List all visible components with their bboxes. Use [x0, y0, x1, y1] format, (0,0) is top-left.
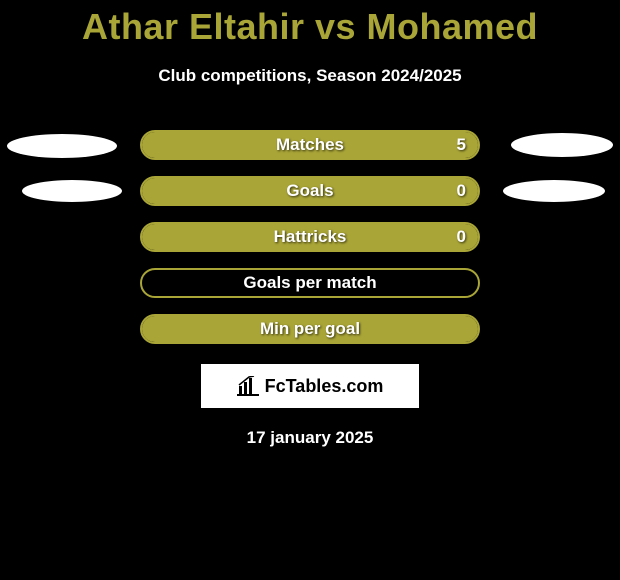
stat-label: Goals per match: [142, 270, 478, 296]
stat-label: Matches: [142, 132, 478, 158]
stat-bar: Min per goal: [140, 314, 480, 344]
stats-area: Matches 5 Goals 0 Hattricks 0 Goals per …: [0, 130, 620, 344]
page-title: Athar Eltahir vs Mohamed: [0, 0, 620, 48]
stat-row: Min per goal: [0, 314, 620, 344]
stat-value-right: 5: [457, 132, 466, 158]
stat-label: Goals: [142, 178, 478, 204]
date-text: 17 january 2025: [0, 428, 620, 448]
stat-bar: Hattricks 0: [140, 222, 480, 252]
stat-value-right: 0: [457, 224, 466, 250]
stat-row: Hattricks 0: [0, 222, 620, 252]
stat-value-right: 0: [457, 178, 466, 204]
stat-bar: Goals 0: [140, 176, 480, 206]
stat-bar: Matches 5: [140, 130, 480, 160]
page-subtitle: Club competitions, Season 2024/2025: [0, 66, 620, 86]
stat-row: Goals 0: [0, 176, 620, 206]
brand-text: FcTables.com: [265, 376, 384, 397]
brand-badge[interactable]: FcTables.com: [201, 364, 419, 408]
bar-chart-icon: [237, 376, 259, 396]
stat-row: Matches 5: [0, 130, 620, 160]
stat-bar: Goals per match: [140, 268, 480, 298]
comparison-widget: Athar Eltahir vs Mohamed Club competitio…: [0, 0, 620, 580]
stat-row: Goals per match: [0, 268, 620, 298]
stat-label: Hattricks: [142, 224, 478, 250]
stat-label: Min per goal: [142, 316, 478, 342]
